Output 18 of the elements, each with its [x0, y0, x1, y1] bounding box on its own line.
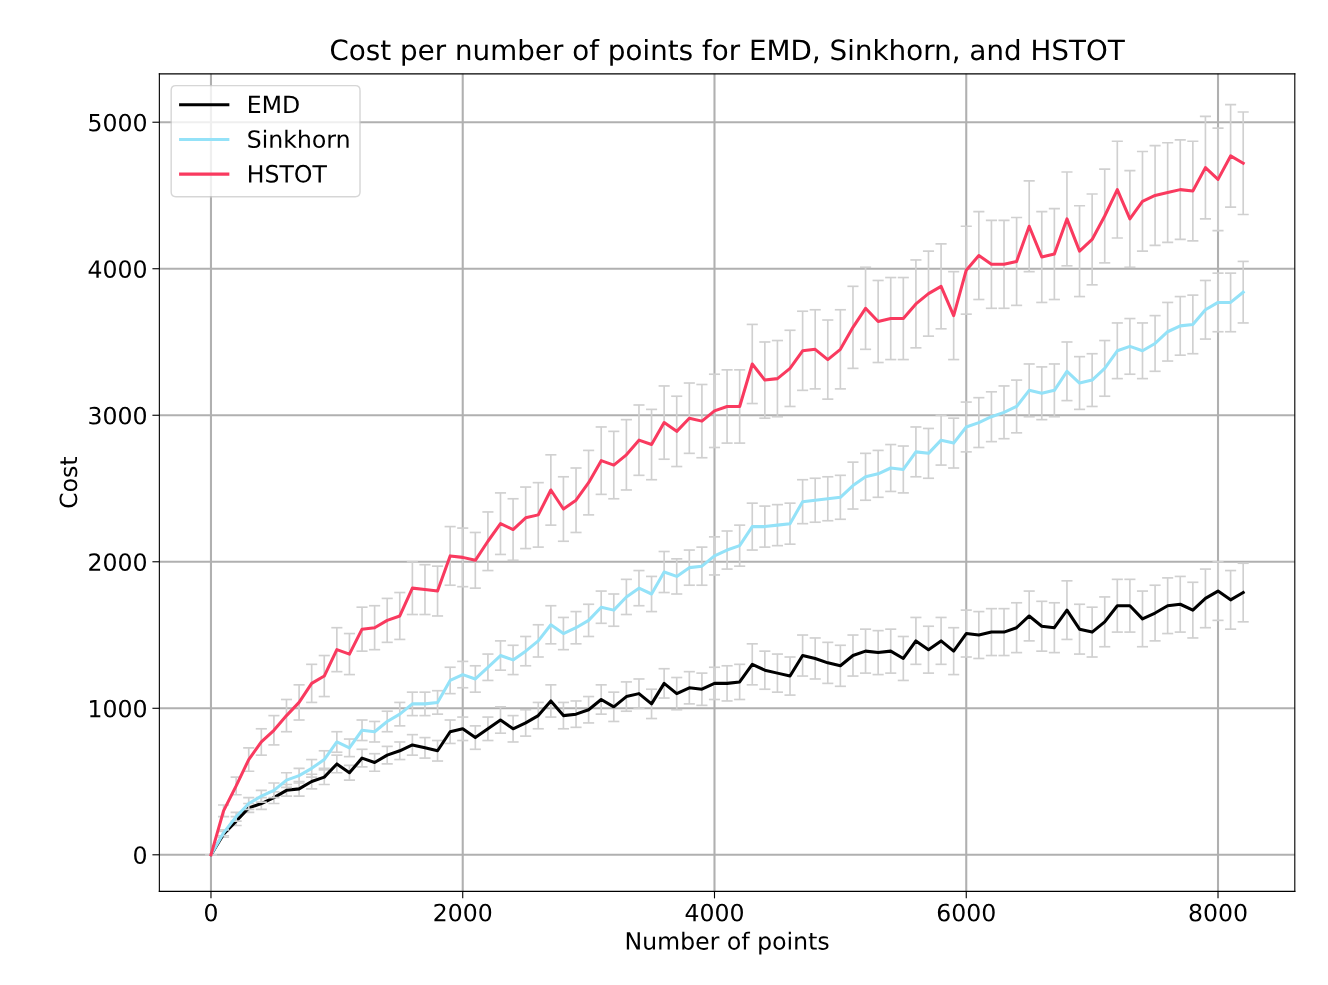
y-tick-label: 5000 [89, 113, 146, 132]
legend-label: Sinkhorn [248, 129, 349, 149]
legend-label: EMD [249, 95, 299, 114]
x-tick-label: 2000 [434, 903, 492, 922]
x-tick-label: 0 [205, 903, 217, 922]
x-tick-label: 8000 [1189, 903, 1247, 922]
line-series [209, 154, 1245, 857]
y-tick-label: 0 [134, 846, 146, 865]
y-axis-title: Cost [59, 456, 78, 508]
x-tick-label: 6000 [937, 903, 995, 922]
x-tick-label: 4000 [685, 903, 743, 922]
x-axis-title: Number of points [626, 931, 829, 955]
chart-title: Cost per number of points for EMD, Sinkhorn, and HSTOT [330, 38, 1125, 66]
legend-label: HSTOT [249, 164, 327, 183]
y-tick-label: 1000 [90, 699, 146, 718]
y-tick-label: 3000 [89, 406, 146, 425]
y-tick-label: 4000 [88, 260, 146, 279]
y-tick-label: 2000 [89, 553, 146, 572]
